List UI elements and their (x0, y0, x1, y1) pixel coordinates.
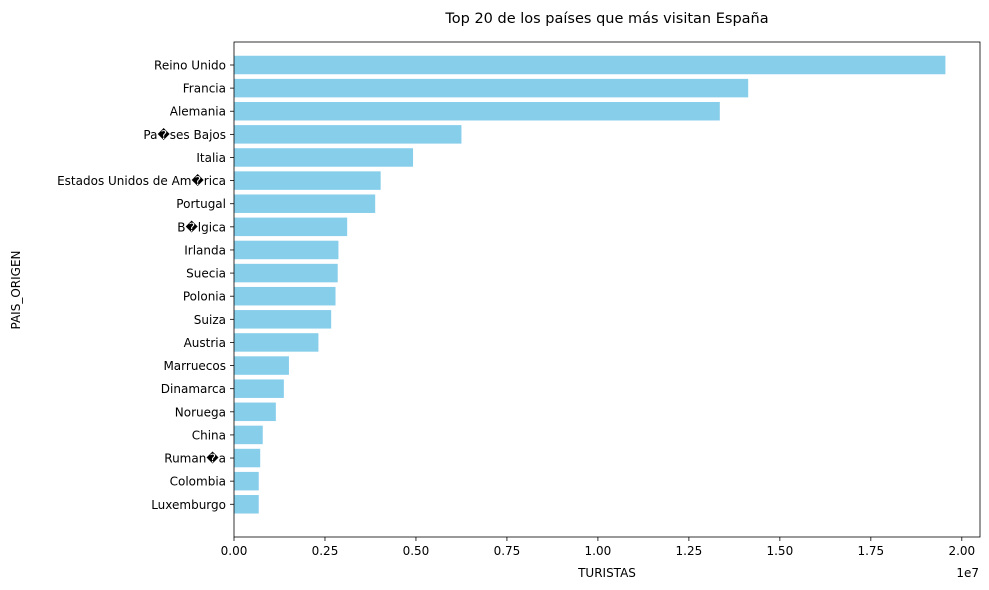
x-tick-label: 1.50 (766, 544, 793, 558)
y-tick-label: Ruman�a (164, 452, 226, 466)
y-tick-label: Suecia (186, 267, 226, 281)
y-tick-label: Suiza (194, 313, 226, 327)
y-tick-label: Reino Unido (154, 59, 226, 73)
x-tick-label: 2.00 (948, 544, 975, 558)
plot-frame (233, 41, 981, 538)
bar (234, 78, 749, 98)
x-tick-label: 0.50 (403, 544, 430, 558)
x-tick-label: 0.25 (312, 544, 339, 558)
bar (234, 402, 276, 422)
y-tick-label: Colombia (170, 475, 226, 489)
chart-title: Top 20 de los países que más visitan Esp… (444, 11, 768, 27)
y-axis-title: PAIS_ORIGEN (9, 250, 23, 329)
y-tick-label: Dinamarca (161, 382, 226, 396)
x-tick-label: 1.75 (857, 544, 884, 558)
bar (234, 495, 259, 514)
y-tick-label: China (192, 428, 226, 442)
bar (234, 148, 414, 167)
y-tick-label: Irlanda (184, 243, 226, 257)
bar (234, 101, 720, 121)
bar (234, 171, 381, 190)
bars-group (234, 55, 946, 514)
bar (234, 333, 319, 352)
y-tick-label: Austria (184, 336, 226, 350)
bar (234, 194, 376, 213)
y-tick-label: Estados Unidos de Am�rica (57, 174, 226, 188)
y-tick-label: Luxemburgo (151, 498, 226, 512)
x-tick-label: 0.00 (221, 544, 248, 558)
bar (234, 379, 284, 398)
bar (234, 471, 259, 491)
y-tick-label: Noruega (175, 405, 226, 419)
y-tick-label: Italia (196, 151, 226, 165)
x-tick-label: 1.00 (585, 544, 612, 558)
y-tick-label: Alemania (170, 105, 226, 119)
y-tick-label: B�lgica (177, 220, 226, 234)
bar (234, 217, 348, 237)
y-tick-label: Polonia (183, 290, 226, 304)
x-tick-label: 1.25 (676, 544, 703, 558)
bar (234, 286, 336, 306)
bar (234, 356, 289, 375)
bar (234, 55, 946, 75)
x-axis-title: TURISTAS (577, 566, 636, 580)
y-tick-label: Francia (183, 82, 226, 96)
y-tick-label: Portugal (176, 197, 226, 211)
y-tick-label: Marruecos (163, 359, 226, 373)
bar (234, 240, 339, 260)
axes-group: Reino Unido Francia Alemania Pa�ses Bajos It… (57, 41, 981, 558)
bar (234, 125, 462, 144)
bar (234, 263, 338, 283)
x-tick-label: 0.75 (494, 544, 521, 558)
bar (234, 310, 332, 329)
y-tick-label: Pa�ses Bajos (143, 128, 226, 142)
x-axis-offset-label: 1e7 (956, 566, 979, 580)
bar (234, 425, 263, 445)
bar (234, 448, 261, 468)
